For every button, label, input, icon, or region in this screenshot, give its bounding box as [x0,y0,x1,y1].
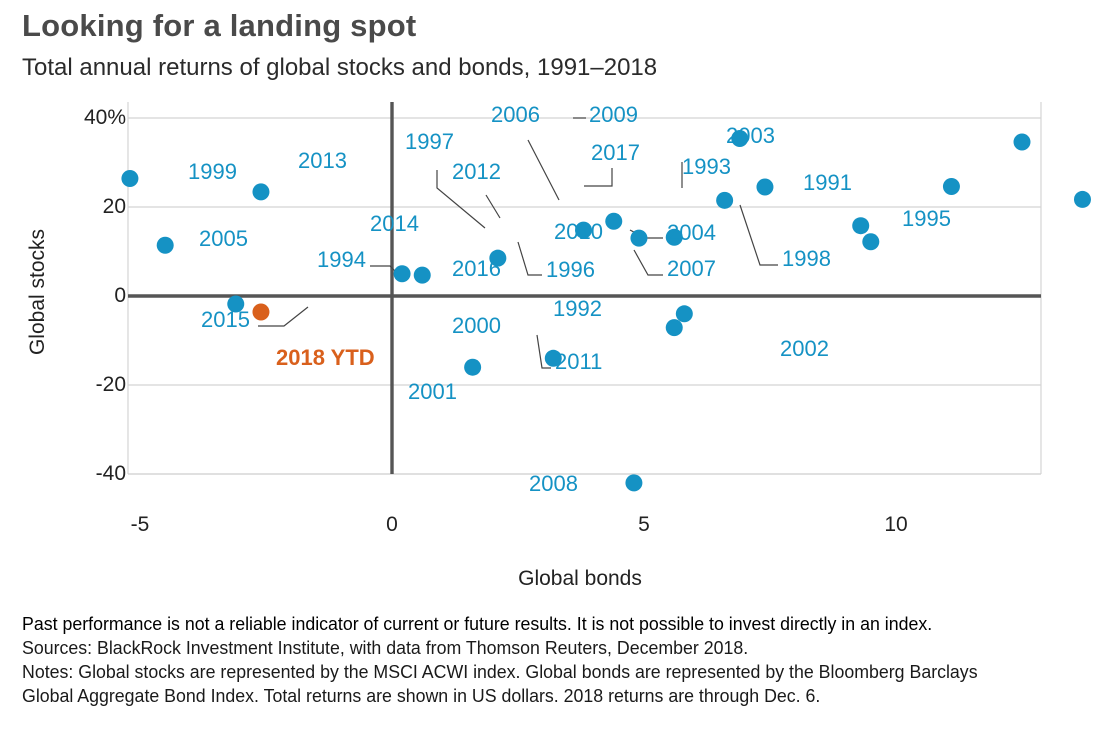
leader-line-2006 [527,139,560,201]
disclaimer: Past performance is not a reliable indic… [22,613,933,634]
leader-line-2011 [536,334,551,369]
data-point-2004 [852,217,870,235]
data-point-2006 [716,191,734,209]
data-point-2007 [862,233,880,251]
data-point-2011 [665,319,683,337]
x-tick-label: 5 [638,513,650,536]
leader-line-1998 [739,204,778,266]
y-tick-label: -20 [96,373,126,396]
data-label-2003: 2003 [726,123,775,148]
leader-line-2007 [633,249,663,276]
data-label-2014: 2014 [370,211,419,236]
leader-line-2015 [258,306,309,327]
data-label-2007: 2007 [667,256,716,281]
data-point-1993 [942,178,960,196]
data-point-2014 [413,266,431,284]
y-tick-label: -40 [96,462,126,485]
leader-line-1996 [517,241,542,276]
y-tick-label: 20 [103,195,126,218]
data-label-2010: 2010 [554,219,603,244]
data-point-2015 [227,295,245,313]
data-label-2012: 2012 [452,159,501,184]
data-point-1996 [630,229,648,247]
data-point-2012 [605,212,623,230]
data-label-1997: 1997 [405,129,454,154]
data-label-2017: 2017 [591,140,640,165]
data-point-2008 [625,474,643,492]
leader-line-1997 [436,170,486,229]
data-label-2015: 2015 [201,307,250,332]
data-label-2006: 2006 [491,102,540,127]
data-label-2005: 2005 [199,226,248,251]
data-point-2009 [731,129,749,147]
data-point-2001 [464,358,482,376]
data-label-2001: 2001 [408,379,457,404]
y-tick-label: 0 [114,284,126,307]
chart-subtitle: Total annual returns of global stocks an… [22,54,658,81]
data-label-2000: 2000 [452,313,501,338]
sources-note: Sources: BlackRock Investment Institute,… [22,637,749,658]
data-point-1999 [121,170,139,188]
data-point-1997 [575,221,593,239]
data-point-1994 [393,265,411,283]
x-tick-label: -5 [131,513,150,536]
data-point-2013 [252,183,270,201]
data-label-1995: 1995 [902,206,951,231]
scatter-chart: 1991199219931994199519961997199819992000… [26,102,1091,590]
data-point-1998 [1073,190,1091,208]
data-label-1993: 1993 [682,154,731,179]
data-label-2018-ytd: 2018 YTD [276,345,375,370]
x-axis-label: Global bonds [518,567,642,590]
notes-line-2: Global Aggregate Bond Index. Total retur… [22,685,821,706]
data-label-2009: 2009 [589,102,638,127]
x-tick-label: 0 [386,513,398,536]
data-point-2000 [544,349,562,367]
y-axis-label: Global stocks [26,229,49,355]
data-label-1994: 1994 [317,247,366,272]
data-point-1992 [675,305,693,323]
data-label-1992: 1992 [553,296,602,321]
data-label-2016: 2016 [452,256,501,281]
leader-line-2012 [485,194,501,219]
data-label-1996: 1996 [546,257,595,282]
data-label-1998: 1998 [782,246,831,271]
leader-line-2017 [584,168,613,187]
data-label-2008: 2008 [529,471,578,496]
data-point-2018-ytd [252,303,270,321]
data-label-1991: 1991 [803,170,852,195]
chart-title: Looking for a landing spot [22,8,417,43]
x-tick-label: 10 [884,513,907,536]
data-point-2003 [1013,133,1031,151]
footnotes: Past performance is not a reliable indic… [22,612,1092,708]
data-point-2005 [156,236,174,254]
data-label-2004: 2004 [667,220,716,245]
data-point-2010 [665,228,683,246]
data-point-2016 [489,249,507,267]
data-label-2011: 2011 [555,349,602,374]
notes-line-1: Notes: Global stocks are represented by … [22,661,978,682]
data-point-2017 [756,178,774,196]
y-tick-label: 40% [84,106,126,129]
data-label-2002: 2002 [780,336,829,361]
data-label-1999: 1999 [188,159,237,184]
data-label-2013: 2013 [298,148,347,173]
